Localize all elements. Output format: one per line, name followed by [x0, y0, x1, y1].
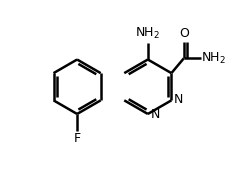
Text: NH$_2$: NH$_2$ — [135, 26, 160, 41]
Text: NH$_2$: NH$_2$ — [201, 51, 226, 66]
Text: N: N — [174, 93, 183, 106]
Text: N: N — [150, 108, 160, 121]
Text: O: O — [179, 27, 189, 40]
Text: F: F — [74, 132, 81, 145]
